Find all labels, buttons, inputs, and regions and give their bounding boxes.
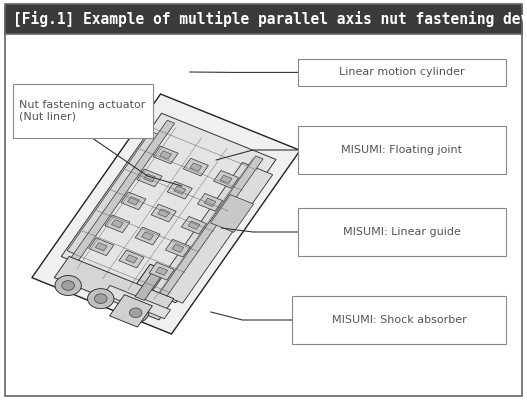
Polygon shape [135,272,162,300]
Circle shape [55,276,81,296]
Polygon shape [149,262,174,280]
Polygon shape [89,238,114,256]
Polygon shape [204,198,216,206]
Polygon shape [104,286,171,319]
Circle shape [62,281,74,290]
Polygon shape [95,243,107,251]
Polygon shape [213,170,239,188]
Polygon shape [64,120,174,270]
Text: MISUMI: Floating joint: MISUMI: Floating joint [341,145,462,155]
Polygon shape [151,204,176,222]
Polygon shape [61,113,276,303]
Circle shape [129,308,142,318]
Bar [298,126,506,174]
Polygon shape [210,195,253,232]
Polygon shape [172,244,184,252]
Polygon shape [143,174,155,182]
Polygon shape [220,175,232,184]
Polygon shape [167,181,192,199]
Polygon shape [110,295,152,327]
Polygon shape [128,197,139,205]
Polygon shape [32,94,300,334]
Polygon shape [153,156,263,306]
Bar [13,84,153,138]
Bar [298,59,506,86]
Polygon shape [119,250,144,268]
Polygon shape [115,264,171,322]
Text: MISUMI: Linear guide: MISUMI: Linear guide [343,227,461,237]
Polygon shape [190,163,202,171]
Polygon shape [135,227,160,245]
Text: Linear motion cylinder: Linear motion cylinder [339,67,465,77]
Circle shape [122,303,149,323]
Polygon shape [198,194,222,211]
Polygon shape [174,186,186,194]
Bar [292,296,506,344]
Polygon shape [142,232,153,240]
Polygon shape [160,151,171,159]
Polygon shape [125,255,138,263]
Circle shape [87,289,114,309]
Polygon shape [152,162,272,303]
Polygon shape [105,215,130,233]
Polygon shape [181,216,207,234]
Bar [5,4,522,34]
Bar [298,208,506,256]
Polygon shape [111,220,123,228]
Polygon shape [165,239,190,257]
Polygon shape [121,192,146,210]
Bar [5,4,522,34]
Text: [Fig.1] Example of multiple parallel axis nut fastening device: [Fig.1] Example of multiple parallel axi… [13,11,527,27]
Polygon shape [67,131,162,255]
Polygon shape [153,146,178,164]
Polygon shape [188,221,200,230]
Polygon shape [158,209,170,217]
Polygon shape [54,256,174,320]
Circle shape [94,294,107,304]
Text: Nut fastening actuator
(Nut liner): Nut fastening actuator (Nut liner) [19,100,146,122]
Polygon shape [183,158,208,176]
Polygon shape [137,169,162,187]
Text: MISUMI: Shock absorber: MISUMI: Shock absorber [332,315,466,325]
Polygon shape [156,267,168,275]
